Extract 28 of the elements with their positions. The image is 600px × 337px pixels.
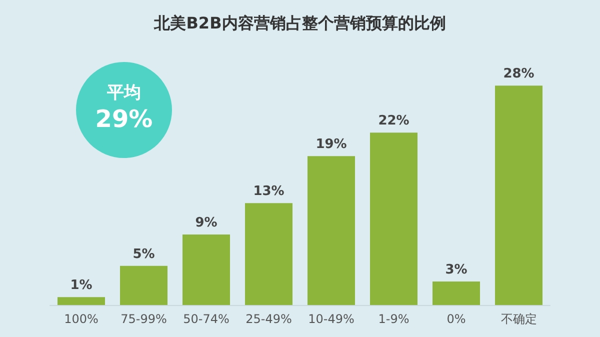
bar (370, 132, 418, 305)
bar (245, 203, 292, 305)
bar (495, 86, 542, 305)
x-tick-label: 10-49% (308, 312, 354, 326)
data-label: 9% (195, 216, 218, 230)
data-label: 3% (445, 262, 468, 278)
x-tick-label: 不确定 (500, 312, 537, 326)
bar (58, 297, 105, 305)
circle-badge: 平均 29% (76, 62, 172, 158)
bar (182, 234, 230, 305)
x-tick-label: 25-49% (246, 312, 292, 326)
annotation: 平均 (106, 82, 142, 104)
data-label: 28% (503, 66, 534, 82)
chart-title: 北美B2B内容营销占整个营销预算的比例 (153, 14, 446, 32)
x-tick-label: 75-99% (120, 312, 167, 326)
bar (120, 266, 168, 305)
x-tick-label: 50-74% (183, 312, 230, 326)
bar (308, 156, 355, 305)
x-tick-label: 1-9% (378, 312, 410, 326)
x-tick-label: 0% (446, 312, 466, 326)
data-label: 13% (253, 184, 284, 200)
x-tick-label: 100% (64, 312, 98, 326)
annotation: 29% (94, 104, 154, 134)
data-label: 22% (378, 114, 410, 129)
data-label: 1% (70, 278, 92, 294)
data-label: 5% (132, 246, 155, 262)
bar (432, 282, 480, 305)
data-label: 19% (316, 137, 347, 152)
